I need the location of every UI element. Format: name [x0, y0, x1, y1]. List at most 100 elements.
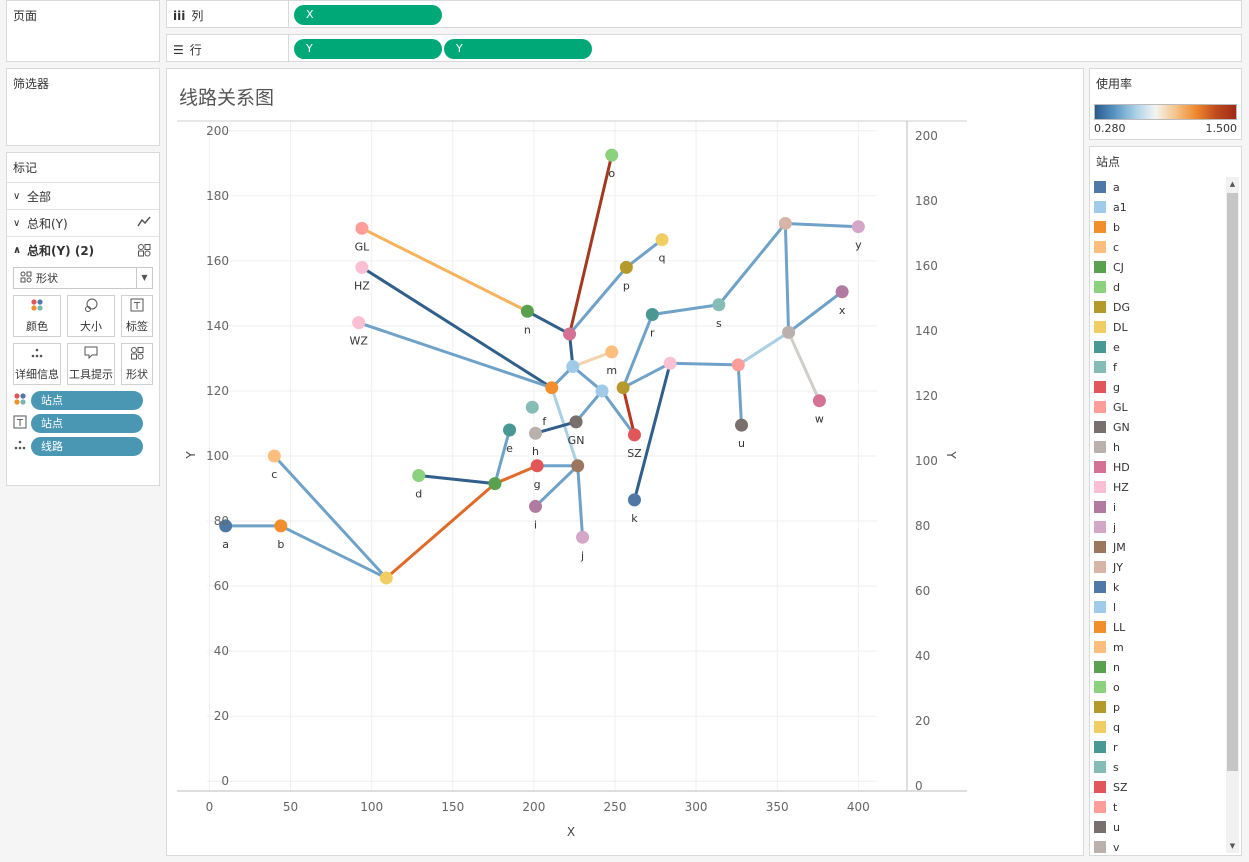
legend-label: DL: [1113, 320, 1128, 334]
legend-item[interactable]: q: [1094, 717, 1226, 737]
filters-title: 筛选器: [13, 77, 50, 91]
legend-item[interactable]: HD: [1094, 457, 1226, 477]
legend-item[interactable]: t: [1094, 797, 1226, 817]
legend-item[interactable]: DL: [1094, 317, 1226, 337]
legend-item[interactable]: GN: [1094, 417, 1226, 437]
route-line-GL-n: [360, 226, 529, 313]
legend-item[interactable]: o: [1094, 677, 1226, 697]
filters-card[interactable]: 筛选器: [6, 68, 160, 146]
mark-type-dropdown[interactable]: 形状 ▼: [13, 267, 153, 289]
station-point-u: [735, 418, 749, 432]
legend-item[interactable]: v: [1094, 837, 1226, 857]
size-button[interactable]: 大小: [67, 295, 115, 337]
legend-item[interactable]: JM: [1094, 537, 1226, 557]
color-ramp: [1094, 104, 1237, 120]
scrollbar-thumb[interactable]: [1227, 193, 1238, 771]
legend-item[interactable]: e: [1094, 337, 1226, 357]
legend-item[interactable]: p: [1094, 697, 1226, 717]
pages-card[interactable]: 页面: [6, 0, 160, 62]
legend-item[interactable]: h: [1094, 437, 1226, 457]
legend-item[interactable]: m: [1094, 637, 1226, 657]
legend-item[interactable]: k: [1094, 577, 1226, 597]
detail-field-pill[interactable]: 线路: [31, 437, 143, 456]
legend-item[interactable]: g: [1094, 377, 1226, 397]
x-tick-label: 400: [847, 800, 870, 814]
legend-swatch: [1094, 381, 1106, 393]
route-line-v-w: [787, 330, 821, 403]
legend-item[interactable]: HZ: [1094, 477, 1226, 497]
legend-item[interactable]: s: [1094, 757, 1226, 777]
columns-shelf[interactable]: iii 列 X: [166, 0, 1242, 28]
legend-item[interactable]: n: [1094, 657, 1226, 677]
station-label: y: [855, 239, 862, 252]
legend-item[interactable]: i: [1094, 497, 1226, 517]
color-legend[interactable]: 使用率 0.280 1.500: [1089, 68, 1242, 140]
legend-item[interactable]: j: [1094, 517, 1226, 537]
station-label: m: [606, 364, 617, 377]
scroll-down-icon[interactable]: ▼: [1229, 842, 1236, 850]
y2-tick-label: 40: [915, 649, 930, 663]
legend-swatch: [1094, 521, 1106, 533]
y-tick-label: 80: [214, 514, 229, 528]
y2-tick-label: 20: [915, 714, 930, 728]
legend-item[interactable]: GL: [1094, 397, 1226, 417]
y-tick-label: 120: [206, 384, 229, 398]
legend-swatch: [1094, 621, 1106, 633]
label-button[interactable]: T 标签: [121, 295, 153, 337]
legend-label: q: [1113, 720, 1120, 734]
legend-swatch: [1094, 261, 1106, 273]
legend-item[interactable]: a1: [1094, 197, 1226, 217]
legend-item[interactable]: LL: [1094, 617, 1226, 637]
legend-item[interactable]: r: [1094, 737, 1226, 757]
shape-icon: [20, 271, 32, 286]
chevron-down-icon: ∨: [13, 190, 21, 202]
station-point-a: [219, 519, 233, 533]
chevron-down-icon: ∨: [13, 217, 21, 229]
shape-button[interactable]: 形状: [121, 343, 153, 385]
legend-item[interactable]: l: [1094, 597, 1226, 617]
legend-swatch: [1094, 841, 1106, 853]
station-point-JM: [571, 459, 585, 473]
station-label: g: [534, 478, 541, 491]
legend-item[interactable]: d: [1094, 277, 1226, 297]
legend-label: SZ: [1113, 780, 1128, 794]
legend-item[interactable]: f: [1094, 357, 1226, 377]
legend-item[interactable]: a: [1094, 177, 1226, 197]
legend-item[interactable]: SZ: [1094, 777, 1226, 797]
color-button[interactable]: 颜色: [13, 295, 61, 337]
scroll-up-icon[interactable]: ▲: [1229, 180, 1236, 188]
route-line-DG-r: [621, 313, 654, 390]
marks-row-all[interactable]: ∨ 全部: [7, 182, 159, 209]
detail-button[interactable]: 详细信息: [13, 343, 61, 385]
color-field-pill[interactable]: 站点: [31, 391, 143, 410]
station-label: SZ: [627, 447, 642, 460]
route-lines: [224, 153, 860, 580]
color-dots-icon: [30, 298, 44, 316]
legend-item[interactable]: u: [1094, 817, 1226, 837]
rows-shelf[interactable]: ☰ 行 Y Y: [166, 34, 1242, 62]
tooltip-button[interactable]: 工具提示: [67, 343, 115, 385]
station-label: f: [542, 415, 547, 428]
legend-item[interactable]: b: [1094, 217, 1226, 237]
marks-row-sum-y-2[interactable]: ∧ 总和(Y) (2): [7, 236, 159, 263]
marks-row-label: 全部: [27, 189, 52, 204]
legend-item[interactable]: c: [1094, 237, 1226, 257]
y-field-pill-2[interactable]: Y: [444, 39, 592, 59]
rows-shelf-label: ☰ 行: [173, 43, 202, 57]
y-tick-label: 180: [206, 189, 229, 203]
station-label: b: [277, 538, 284, 551]
y-field-pill[interactable]: Y: [294, 39, 442, 59]
station-point-v: [782, 325, 796, 339]
legend-label: j: [1113, 520, 1117, 534]
legend-scrollbar[interactable]: ▲ ▼: [1226, 177, 1239, 853]
label-field-pill[interactable]: 站点: [31, 414, 143, 433]
station-legend[interactable]: 站点 a a1 b c CJ d DG DL e f g GL GN h HD HZ i j JM JY k l LL m n o…: [1089, 146, 1242, 856]
legend-item[interactable]: JY: [1094, 557, 1226, 577]
route-line-v-t: [736, 330, 791, 367]
legend-item[interactable]: CJ: [1094, 257, 1226, 277]
y-tick-label: 40: [214, 644, 229, 658]
x-field-pill[interactable]: X: [294, 5, 442, 25]
marks-row-sum-y[interactable]: ∨ 总和(Y): [7, 209, 159, 236]
legend-item[interactable]: DG: [1094, 297, 1226, 317]
